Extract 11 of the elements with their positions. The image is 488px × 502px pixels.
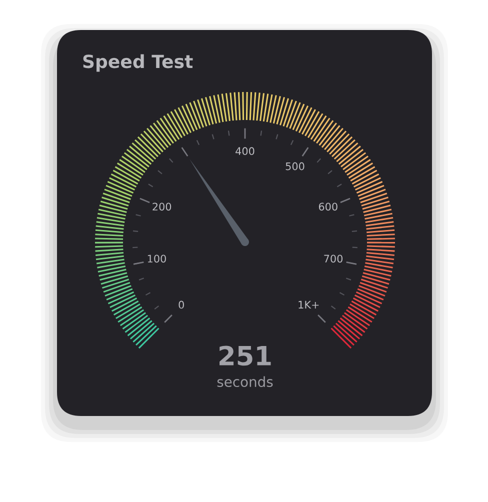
- text: 1K+: [298, 300, 319, 309]
- text: 500: [286, 162, 304, 170]
- text: 600: [318, 202, 338, 211]
- text: 400: [236, 147, 254, 156]
- text: 200: [152, 202, 172, 211]
- text: Speed Test: [83, 54, 193, 72]
- text: 100: [148, 254, 166, 263]
- text: 0: [178, 300, 184, 309]
- data-label: 251: [220, 346, 271, 366]
- text: 700: [324, 254, 343, 263]
- text: seconds: [217, 376, 273, 388]
